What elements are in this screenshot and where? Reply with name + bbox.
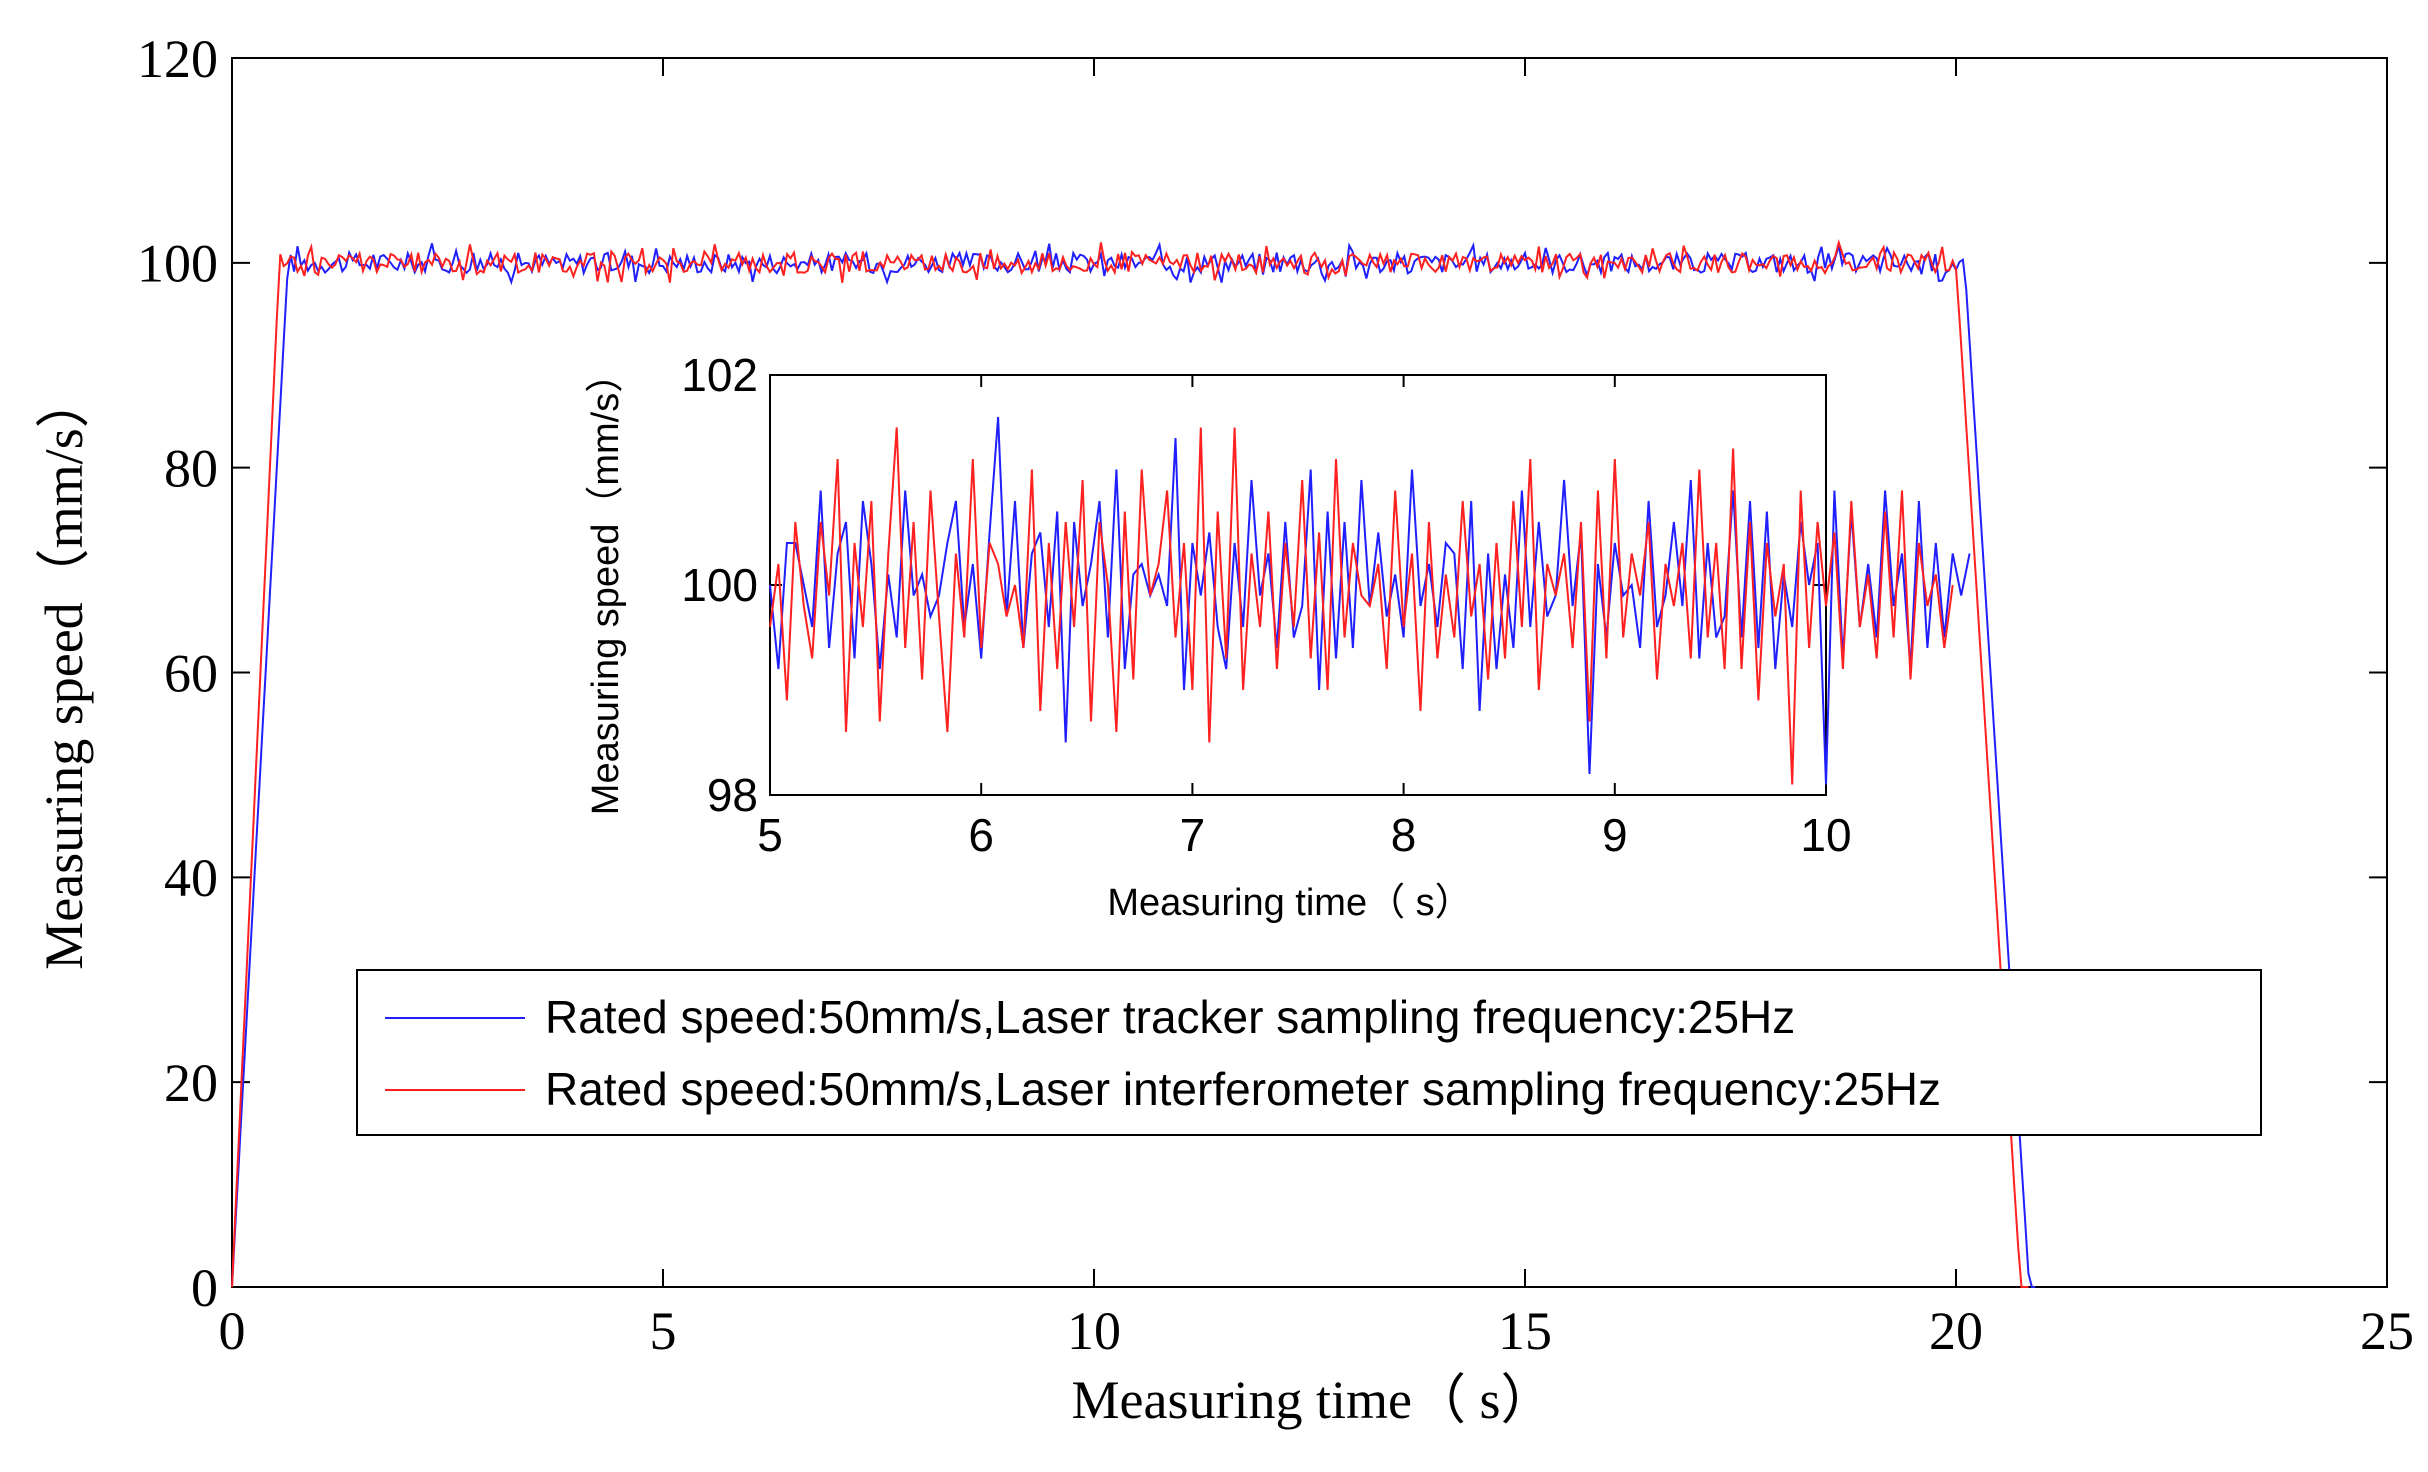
main-y-tick-label: 0	[191, 1258, 218, 1318]
inset-x-tick-label: 8	[1391, 809, 1417, 861]
inset-y-tick-label: 100	[681, 559, 758, 611]
main-y-axis-label: Measuring speed（mm/s）	[34, 374, 94, 969]
main-y-tick-label: 20	[164, 1053, 218, 1113]
main-y-tick-label: 60	[164, 643, 218, 703]
main-series	[231, 239, 2036, 1288]
inset-y-tick-label: 102	[681, 349, 758, 401]
inset-x-tick-label: 7	[1180, 809, 1206, 861]
inset-x-tick-label: 5	[757, 809, 783, 861]
inset-axes: 5 6 7 8 9 10 98 100 102 Measuring time（ s） Meas…	[585, 349, 1971, 924]
main-x-axis-label: Measuring time（ s）	[1072, 1370, 1555, 1430]
inset-x-axis-label: Measuring time（ s）	[1107, 882, 1472, 924]
inset-y-tick-label: 98	[707, 769, 758, 821]
legend: Rated speed:50mm/s,Laser tracker samplin…	[356, 969, 2262, 1136]
inset-x-tick-label: 9	[1602, 809, 1628, 861]
main-x-tick-label: 0	[219, 1301, 246, 1361]
legend-label-interferometer: Rated speed:50mm/s,Laser interferometer …	[545, 1063, 1941, 1115]
main-y-tick-label: 80	[164, 439, 218, 499]
main-y-tick-label: 120	[137, 29, 218, 89]
main-series-line-1	[231, 239, 2029, 1288]
inset-x-tick-label: 6	[968, 809, 994, 861]
legend-label-tracker: Rated speed:50mm/s,Laser tracker samplin…	[545, 991, 1795, 1043]
main-x-tick-label: 25	[2360, 1301, 2414, 1361]
inset-series	[769, 416, 1971, 785]
main-x-tick-label: 10	[1067, 1301, 1121, 1361]
inset-x-ticks: 5 6 7 8 9 10	[757, 375, 1852, 861]
main-x-tick-label: 15	[1498, 1301, 1552, 1361]
main-x-tick-label: 20	[1929, 1301, 1983, 1361]
inset-series-line-1	[769, 427, 1954, 785]
main-y-tick-label: 100	[137, 234, 218, 294]
main-y-tick-label: 40	[164, 848, 218, 908]
main-y-ticks: 0 20 40 60 80 100 120	[137, 29, 2387, 1318]
inset-y-axis-label: Measuring speed（mm/s）	[585, 355, 627, 815]
inset-y-ticks: 98 100 102	[681, 349, 1826, 821]
main-x-ticks: 0 5 10 15 20 25	[219, 58, 2414, 1361]
inset-x-tick-label: 10	[1800, 809, 1851, 861]
legend-box	[356, 969, 2262, 1136]
main-x-tick-label: 5	[650, 1301, 677, 1361]
